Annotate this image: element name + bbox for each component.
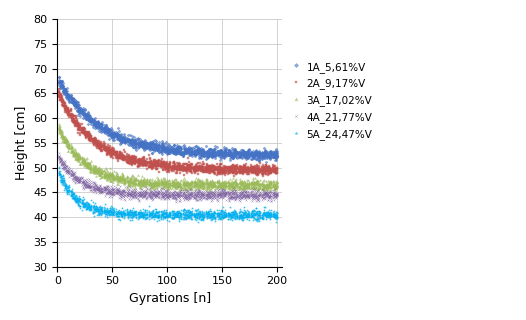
2A_9,17%V — [264, 169, 270, 173]
1A_5,61%V — [264, 156, 270, 160]
5A_24,47%V — [264, 210, 270, 213]
2A_9,17%V — [68, 119, 75, 123]
2A_9,17%V — [114, 150, 120, 154]
3A_17,02%V — [55, 129, 62, 133]
3A_17,02%V — [265, 183, 271, 187]
Line: 5A_24,47%V: 5A_24,47%V — [57, 172, 278, 222]
5A_24,47%V — [256, 219, 262, 222]
2A_9,17%V — [274, 167, 280, 171]
3A_17,02%V — [97, 173, 104, 177]
4A_21,77%V — [274, 192, 280, 196]
4A_21,77%V — [64, 170, 70, 174]
1A_5,61%V — [68, 96, 75, 100]
1A_5,61%V — [55, 75, 62, 78]
2A_9,17%V — [255, 172, 261, 176]
3A_17,02%V — [257, 186, 264, 189]
2A_9,17%V — [64, 109, 70, 113]
5A_24,47%V — [213, 219, 219, 223]
Line: 4A_21,77%V: 4A_21,77%V — [57, 156, 278, 202]
Line: 1A_5,61%V: 1A_5,61%V — [57, 76, 278, 161]
4A_21,77%V — [96, 188, 102, 192]
2A_9,17%V — [96, 141, 102, 145]
1A_5,61%V — [96, 121, 102, 125]
3A_17,02%V — [69, 153, 76, 156]
1A_5,61%V — [64, 93, 70, 97]
5A_24,47%V — [55, 171, 62, 175]
Line: 3A_17,02%V: 3A_17,02%V — [57, 128, 278, 192]
2A_9,17%V — [55, 90, 62, 94]
4A_21,77%V — [264, 194, 270, 198]
4A_21,77%V — [114, 187, 120, 191]
3A_17,02%V — [115, 174, 121, 178]
2A_9,17%V — [259, 174, 266, 178]
1A_5,61%V — [255, 154, 261, 158]
Line: 2A_9,17%V: 2A_9,17%V — [57, 91, 278, 177]
3A_17,02%V — [242, 189, 248, 193]
4A_21,77%V — [68, 170, 75, 174]
4A_21,77%V — [55, 155, 62, 159]
5A_24,47%V — [68, 196, 75, 200]
5A_24,47%V — [96, 211, 102, 215]
Y-axis label: Height [cm]: Height [cm] — [15, 106, 28, 180]
5A_24,47%V — [64, 189, 70, 193]
1A_5,61%V — [256, 158, 262, 162]
5A_24,47%V — [114, 212, 120, 215]
4A_21,77%V — [176, 199, 183, 203]
X-axis label: Gyrations [n]: Gyrations [n] — [129, 292, 211, 305]
Legend: 1A_5,61%V, 2A_9,17%V, 3A_17,02%V, 4A_21,77%V, 5A_24,47%V: 1A_5,61%V, 2A_9,17%V, 3A_17,02%V, 4A_21,… — [290, 61, 372, 140]
1A_5,61%V — [114, 137, 120, 140]
1A_5,61%V — [274, 149, 280, 153]
3A_17,02%V — [65, 145, 72, 149]
3A_17,02%V — [274, 183, 280, 187]
5A_24,47%V — [274, 216, 280, 220]
4A_21,77%V — [256, 194, 262, 198]
3A_17,02%V — [56, 127, 63, 131]
